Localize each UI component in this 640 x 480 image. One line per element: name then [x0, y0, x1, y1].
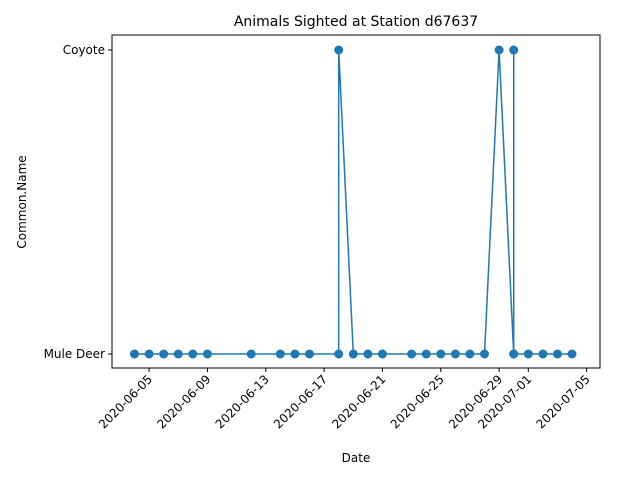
- data-point: [334, 45, 344, 55]
- data-point: [480, 349, 489, 359]
- data-point: [509, 349, 519, 359]
- data-point: [450, 349, 460, 359]
- y-tick-label: Mule Deer: [44, 347, 105, 361]
- chart-title: Animals Sighted at Station d67637: [234, 14, 478, 30]
- data-point: [275, 349, 285, 359]
- y-tick-label: Coyote: [63, 43, 105, 57]
- data-point: [494, 45, 504, 55]
- data-point: [363, 349, 373, 359]
- data-point: [159, 349, 169, 359]
- data-point: [173, 349, 183, 359]
- data-point: [465, 349, 475, 359]
- data-point: [436, 349, 446, 359]
- plot-frame: [111, 34, 601, 369]
- data-point: [348, 349, 358, 359]
- data-point: [421, 349, 431, 359]
- data-point: [305, 349, 314, 359]
- data-point: [377, 349, 387, 359]
- data-point: [202, 349, 212, 359]
- data-point: [130, 349, 139, 359]
- data-point: [246, 349, 256, 359]
- data-point: [407, 349, 417, 359]
- data-point: [334, 349, 344, 359]
- y-axis-label: Common.Name: [15, 155, 29, 248]
- data-point: [144, 349, 154, 359]
- data-point: [567, 349, 577, 359]
- data-point: [538, 349, 548, 359]
- data-point: [188, 349, 198, 359]
- data-point: [553, 349, 562, 359]
- data-point: [523, 349, 533, 359]
- data-point: [509, 45, 519, 55]
- data-point: [290, 349, 300, 359]
- x-axis-label: Date: [342, 451, 371, 465]
